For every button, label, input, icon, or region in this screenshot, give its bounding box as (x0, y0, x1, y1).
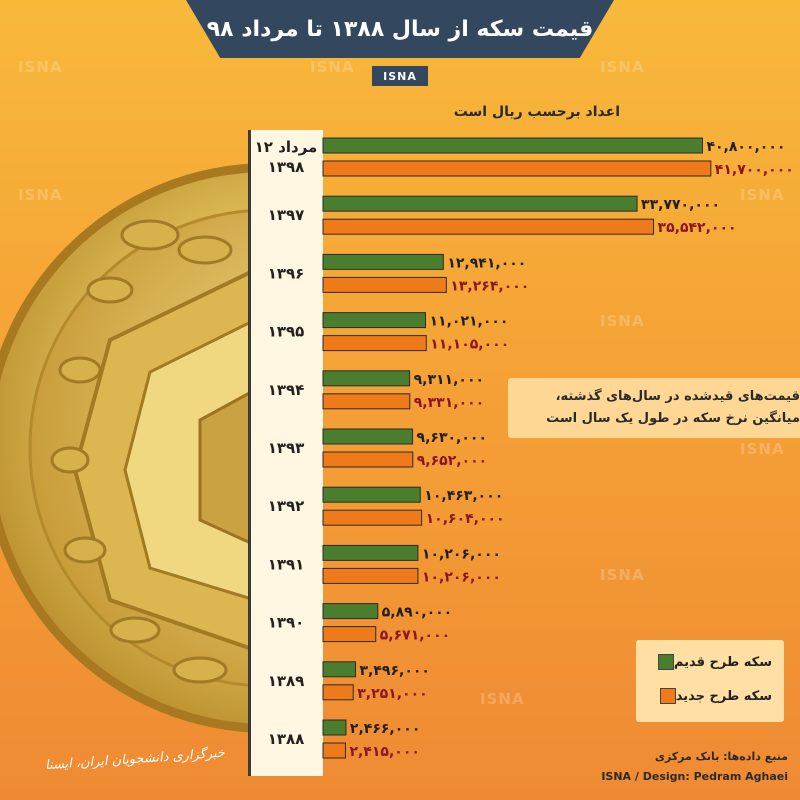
bar-new (322, 684, 354, 701)
value-label-old: ۳,۴۹۶,۰۰۰ (360, 663, 430, 679)
value-label-new: ۱۱,۱۰۵,۰۰۰ (430, 337, 509, 353)
bar-new (322, 335, 427, 352)
watermark: ISNA (18, 58, 63, 76)
note-line: قیمت‌های قیدشده در سال‌های گذشته، (555, 389, 800, 404)
value-label-old: ۱۱,۰۲۱,۰۰۰ (429, 314, 508, 330)
isna-tag: ISNA (372, 66, 428, 86)
bar-new (322, 393, 411, 410)
bar-old (322, 312, 426, 329)
value-label-old: ۳۳,۷۷۰,۰۰۰ (641, 197, 720, 213)
bar-old (322, 486, 421, 503)
bar-old (322, 661, 357, 678)
bar-new (322, 509, 423, 526)
bar-new (322, 626, 377, 643)
value-label-old: ۱۰,۲۰۶,۰۰۰ (422, 546, 501, 562)
chart-note: قیمت‌های قیدشده در سال‌های گذشته، میانگی… (508, 378, 800, 438)
watermark: ISNA (600, 312, 645, 330)
watermark: ISNA (740, 440, 785, 458)
value-label-new: ۱۰,۲۰۶,۰۰۰ (422, 569, 501, 585)
bar-old (322, 719, 347, 736)
bar-old (322, 253, 444, 270)
value-label-new: ۲,۴۱۵,۰۰۰ (349, 744, 419, 760)
legend: سکه طرح قدیم سکه طرح جدید (636, 640, 784, 722)
value-label-new: ۳,۲۵۱,۰۰۰ (357, 686, 427, 702)
legend-swatch-old (657, 654, 674, 670)
legend-label-new: سکه طرح جدید (675, 688, 772, 704)
design-credit: ISNA / Design: Pedram Aghaei (601, 770, 788, 783)
watermark: ISNA (18, 186, 63, 204)
value-label-old: ۱۰,۴۶۳,۰۰۰ (424, 488, 503, 504)
bar-old (322, 428, 414, 445)
value-label-old: ۵,۸۹۰,۰۰۰ (382, 605, 452, 621)
value-label-new: ۱۳,۲۶۴,۰۰۰ (450, 278, 529, 294)
value-label-new: ۹,۶۵۲,۰۰۰ (417, 453, 487, 469)
value-label-new: ۱۰,۶۰۴,۰۰۰ (426, 511, 505, 527)
legend-label-old: سکه طرح قدیم (673, 654, 772, 670)
legend-item-new: سکه طرح جدید (652, 688, 772, 704)
value-label-new: ۹,۳۳۱,۰۰۰ (414, 395, 484, 411)
value-label-old: ۲,۴۶۶,۰۰۰ (350, 721, 420, 737)
value-label-old: ۹,۳۱۱,۰۰۰ (414, 372, 484, 388)
bar-old (322, 195, 638, 212)
watermark: ISNA (600, 566, 645, 584)
watermark: ISNA (310, 58, 355, 76)
legend-swatch-new (659, 688, 676, 704)
bar-new (322, 567, 419, 584)
chart-title: قیمت سکه از سال ۱۳۸۸ تا مرداد ۹۸ (186, 0, 614, 58)
bar-old (322, 370, 411, 387)
value-label-new: ۴۱,۷۰۰,۰۰۰ (715, 162, 794, 178)
bar-old (322, 137, 703, 154)
bar-new (322, 742, 346, 759)
bar-new (322, 451, 414, 468)
bar-new (322, 276, 447, 293)
year-axis-panel (248, 130, 323, 776)
gold-coin-illustration (0, 163, 260, 733)
value-label-old: ۹,۶۳۰,۰۰۰ (417, 430, 487, 446)
bar-old (322, 603, 379, 620)
value-label-new: ۵,۶۷۱,۰۰۰ (380, 628, 450, 644)
value-label-old: ۱۲,۹۴۱,۰۰۰ (447, 255, 526, 271)
watermark: ISNA (740, 186, 785, 204)
note-line: میانگین نرخ سکه در طول یک سال است (546, 411, 800, 426)
bar-old (322, 544, 419, 561)
legend-item-old: سکه طرح قدیم (650, 654, 772, 670)
bar-new (322, 218, 655, 235)
value-label-new: ۳۵,۵۴۲,۰۰۰ (658, 220, 737, 236)
unit-note: اعداد برحسب ریال است (453, 104, 620, 120)
data-source: منبع داده‌ها: بانک مرکزی (654, 750, 788, 763)
bar-new (322, 160, 712, 177)
value-label-old: ۴۰,۸۰۰,۰۰۰ (706, 139, 785, 155)
watermark: ISNA (600, 58, 645, 76)
watermark: ISNA (480, 690, 525, 708)
